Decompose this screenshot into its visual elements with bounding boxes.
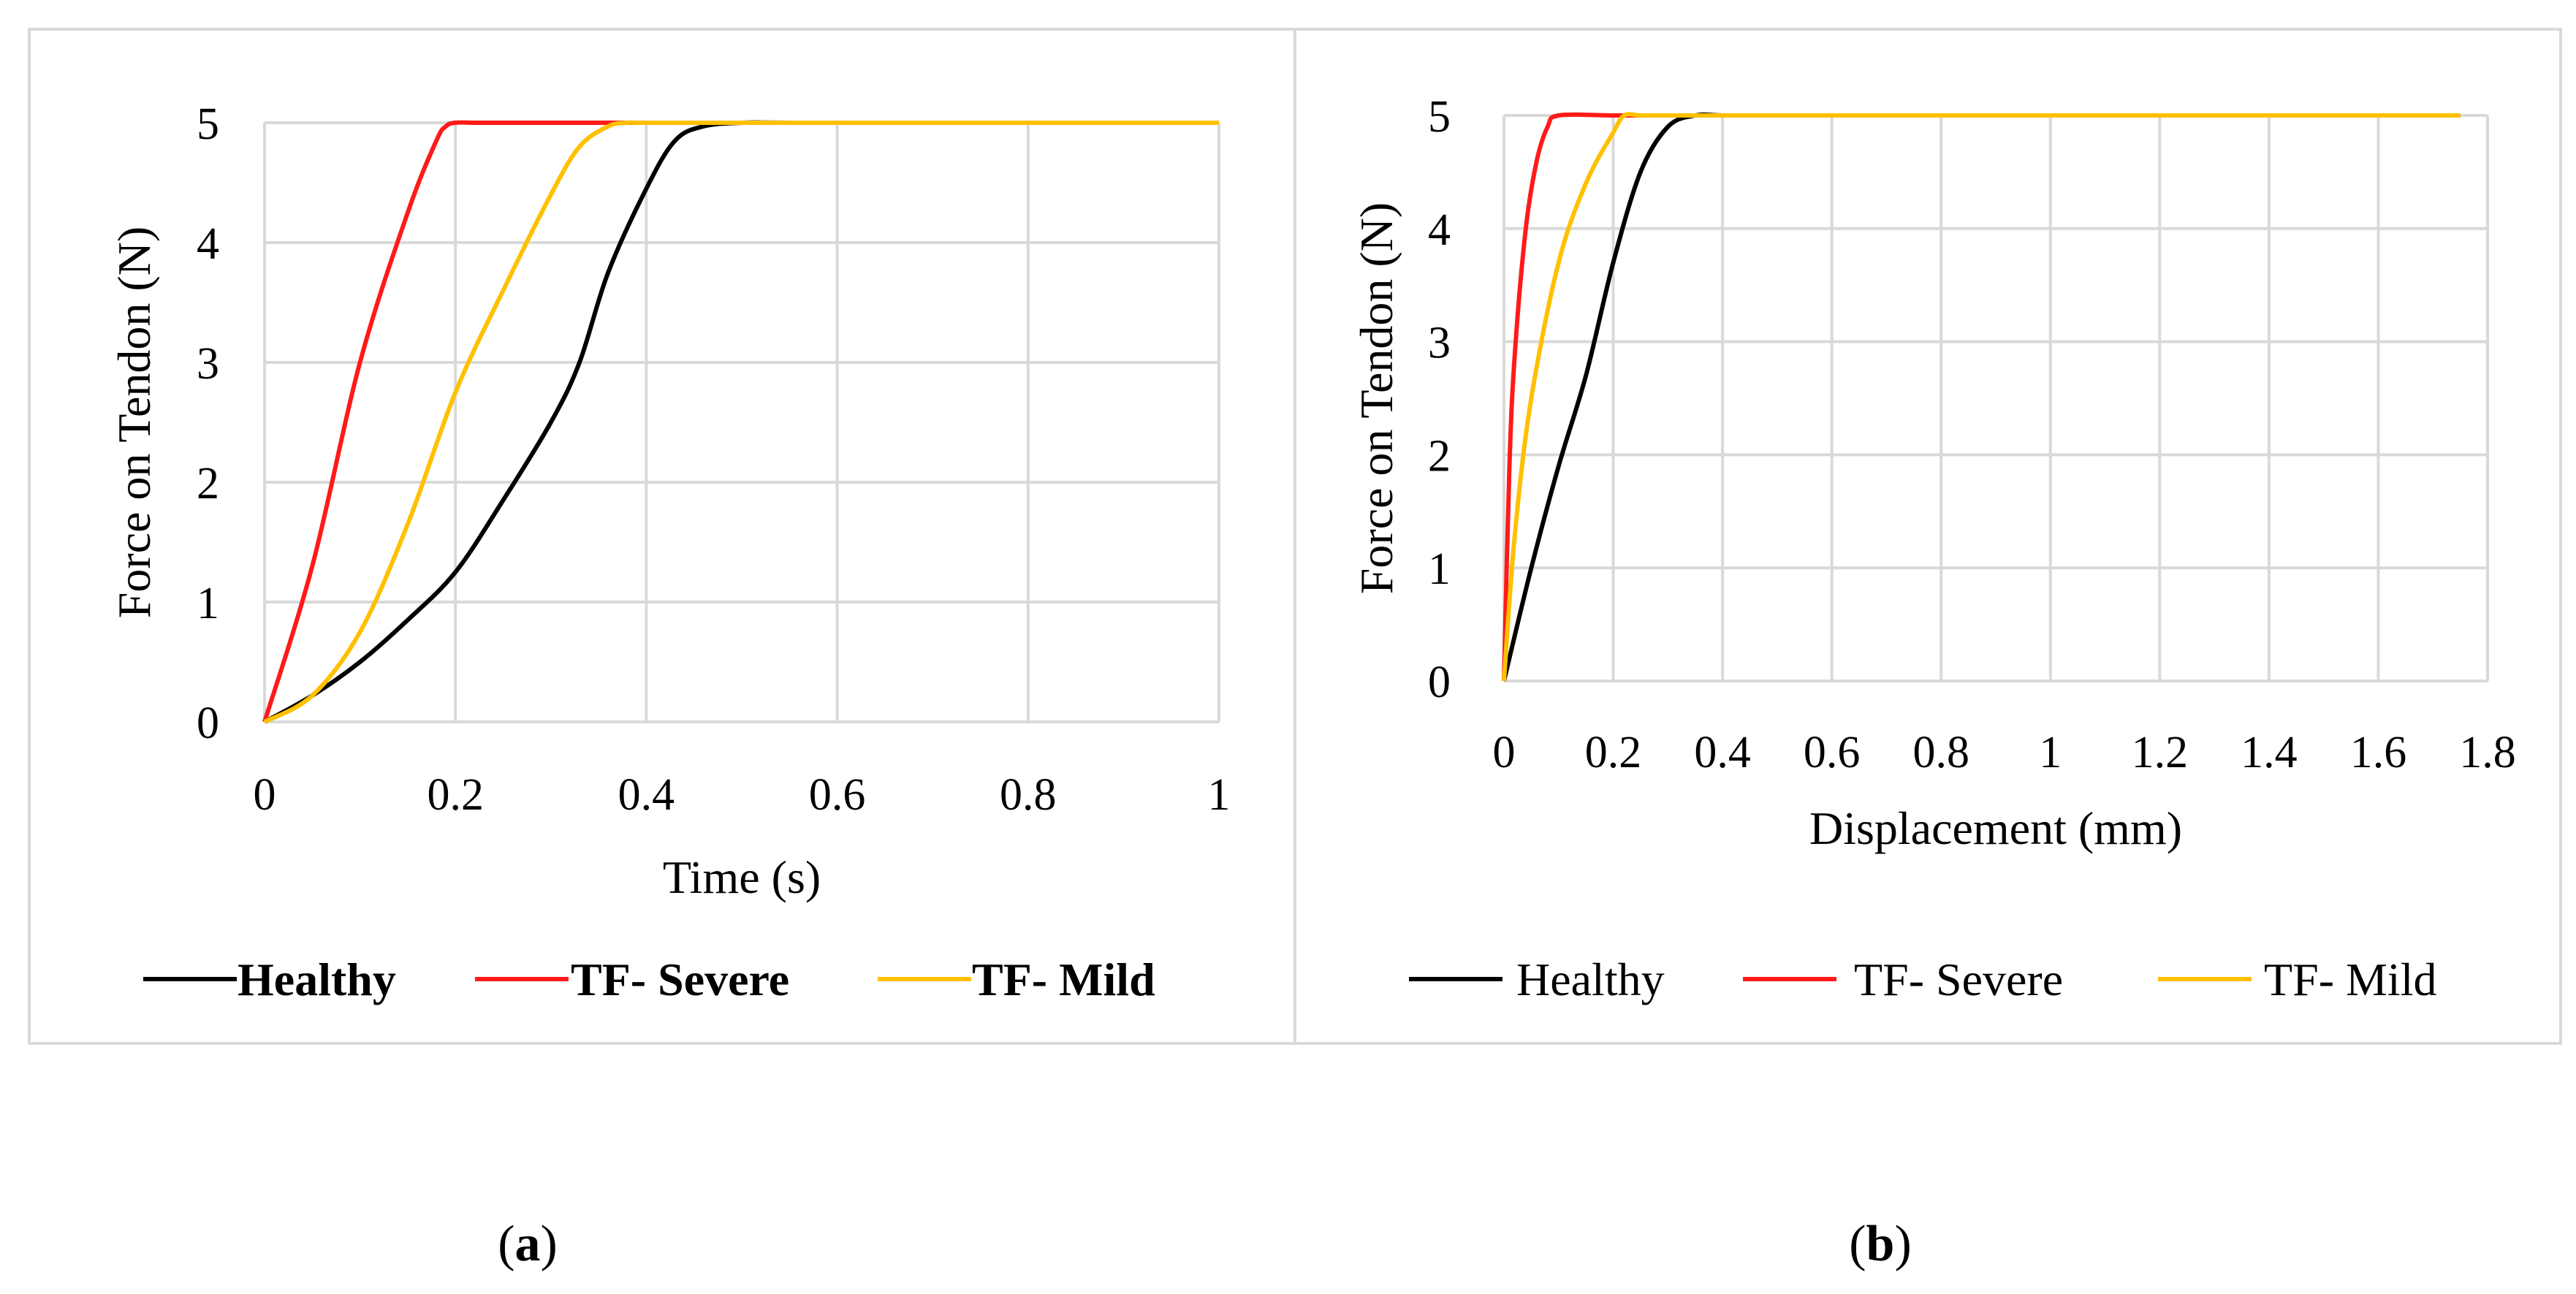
panel-a-legend-label-mild: TF- Mild	[972, 954, 1155, 1005]
panel-a-x-tick-label: 0.4	[618, 770, 675, 820]
panel-b-y-tick-label: 4	[1428, 205, 1451, 255]
panel-a-legend-label-healthy: Healthy	[238, 954, 396, 1005]
panel-a-y-tick-label: 1	[197, 579, 219, 628]
panel-b-x-tick-label: 0.4	[1694, 728, 1751, 777]
panel-a-y-tick-label: 0	[197, 699, 219, 748]
panel-a-x-tick-label: 0	[254, 770, 276, 820]
caption-b: (b)	[1849, 1216, 1912, 1272]
panel-a-y-tick-label: 2	[197, 459, 219, 509]
panel-b-y-tick-label: 5	[1428, 92, 1451, 142]
panel-b-y-axis-title: Force on Tendon (N)	[1350, 202, 1402, 594]
panel-b-chart: 0 1 2 3 4 5 0 0.2 0.4 0.6 0.8 1 1.2 1.4 1.6 1.8 Displace…	[1350, 92, 2516, 1005]
panel-a-y-axis-title: Force on Tendon (N)	[108, 227, 160, 618]
panel-a-y-tick-label: 3	[197, 339, 219, 389]
panel-a-y-tick-label: 4	[197, 219, 219, 269]
panel-b-x-tick-label: 1.8	[2459, 728, 2516, 777]
panel-b-x-tick-label: 1	[2039, 728, 2062, 777]
panel-b-x-tick-label: 0.2	[1585, 728, 1642, 777]
panel-b-y-tick-label: 1	[1428, 544, 1451, 594]
panel-b-y-tick-label: 2	[1428, 431, 1451, 481]
panel-b-x-axis-title: Displacement (mm)	[1809, 802, 2182, 854]
panel-b-x-tick-label: 1.2	[2132, 728, 2189, 777]
panel-b-x-tick-label: 0	[1493, 728, 1516, 777]
panel-b-series-severe	[1502, 112, 1668, 682]
panel-b-x-tick-label: 1.4	[2241, 728, 2298, 777]
panel-b-x-tick-label: 0.8	[1912, 728, 1969, 777]
panel-a-x-tick-label: 0.8	[1000, 770, 1057, 820]
panel-b-x-tick-label: 0.6	[1804, 728, 1861, 777]
panel-a-series-severe	[262, 120, 675, 723]
panel-a-x-tick-label: 0.2	[427, 770, 484, 820]
panel-b-y-tick-label: 3	[1428, 319, 1451, 368]
panel-a-chart: 0 1 2 3 4 5 0 0.2 0.4 0.6 0.8 1 Time (s) Force on Ten…	[108, 99, 1231, 1005]
panel-a-legend-label-severe: TF- Severe	[571, 954, 789, 1005]
panel-a-x-axis-title: Time (s)	[663, 851, 821, 903]
panel-a-x-tick-label: 1	[1208, 770, 1231, 820]
panel-b-x-tick-label: 1.6	[2350, 728, 2407, 777]
panel-a-x-tick-label: 0.6	[809, 770, 866, 820]
panel-b-y-tick-label: 0	[1428, 658, 1451, 707]
caption-a: (a)	[498, 1216, 558, 1272]
panel-a-y-tick-label: 5	[197, 99, 219, 149]
panel-b-legend-label-healthy: Healthy	[1516, 954, 1665, 1005]
panel-b-legend-label-severe: TF- Severe	[1854, 954, 2063, 1005]
panel-a-series-mild	[263, 120, 1219, 724]
panel-b-series-mild	[1502, 112, 2461, 682]
panel-b-legend-label-mild: TF- Mild	[2264, 954, 2436, 1005]
panel-b-frame	[1293, 28, 2562, 1045]
